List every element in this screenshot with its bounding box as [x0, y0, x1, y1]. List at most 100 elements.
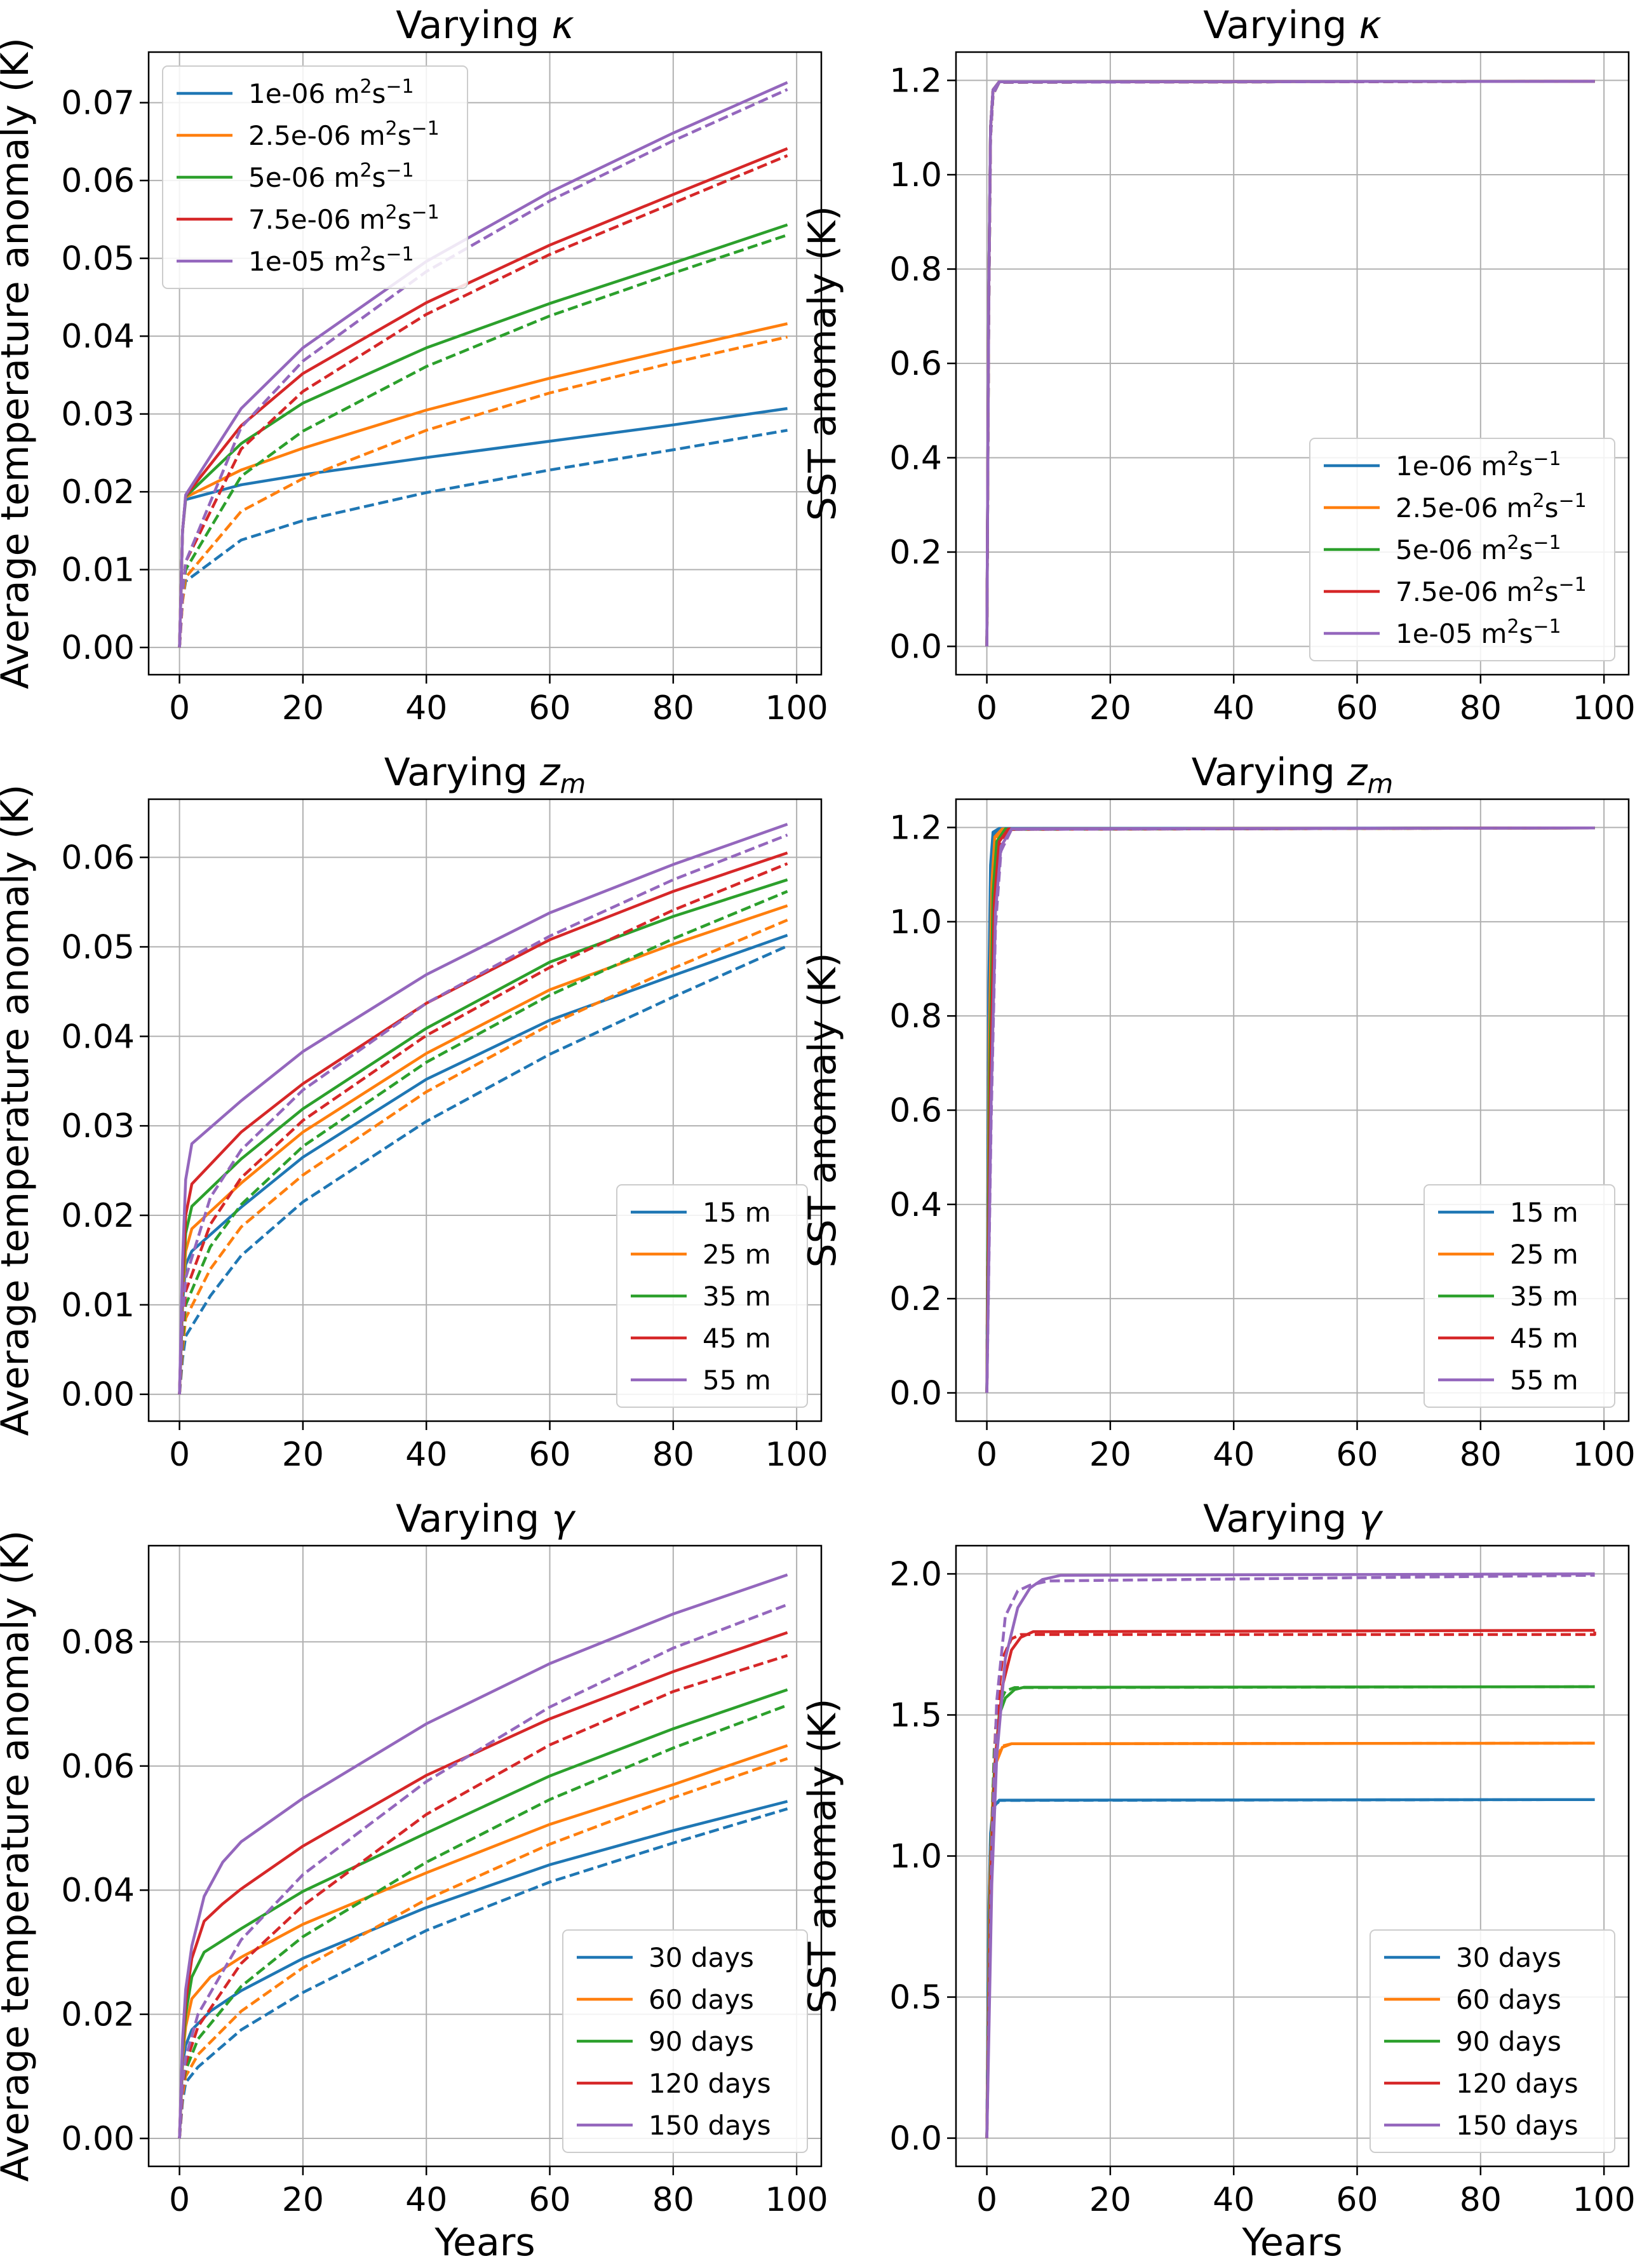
legend-label: 30 days [1456, 1942, 1561, 1973]
y-tick-label: 2.0 [889, 1555, 942, 1593]
x-tick-label: 20 [282, 2181, 324, 2219]
legend-label: 30 days [649, 1942, 754, 1973]
x-tick-label: 80 [652, 689, 694, 727]
chart-panel-2: 0 20 40 60 80 100 0.0 0.2 0.4 0.6 0.8 1.0 1.2 Varying… [800, 3, 1636, 727]
plot-area-frame [147, 51, 823, 676]
series-line-solid [178, 1800, 788, 2139]
legend-label: 120 days [649, 2068, 771, 2099]
x-tick-label: 100 [765, 689, 828, 727]
x-tick-label: 20 [1089, 2181, 1131, 2219]
y-tick-label: 0.2 [889, 1280, 942, 1318]
series-lines [985, 79, 1595, 647]
x-tick-label: 40 [1213, 2181, 1255, 2219]
x-tick-label: 60 [1336, 2181, 1378, 2219]
x-tick-label: 20 [282, 1436, 324, 1474]
chart-title: Varying κ [1203, 3, 1382, 48]
y-tick-label: 1.0 [889, 1838, 942, 1876]
chart-panel-5: 0 20 40 60 80 100 0.00 0.02 0.04 0.06 0.08 Varying … [0, 1497, 828, 2265]
series-line-solid [985, 1572, 1595, 2138]
x-tick-label: 40 [1213, 689, 1255, 727]
y-tick-label: 0.4 [889, 439, 942, 477]
y-axis-label: SST anomaly (K) [800, 1698, 845, 2013]
y-tick-label: 0.4 [889, 1186, 942, 1224]
x-tick-label: 60 [1336, 1436, 1378, 1474]
chart-panel-3: 0 20 40 60 80 100 0.00 0.01 0.02 0.03 0.04 0.05 0.06… [0, 750, 828, 1474]
y-tick-label: 0.08 [61, 1623, 135, 1661]
chart-panel-1: 0 20 40 60 80 100 0.00 0.01 0.02 0.03 0.04 0.05 0.06… [0, 3, 828, 727]
series-lines [985, 1572, 1596, 2138]
y-tick-label: 0.8 [889, 997, 942, 1036]
legend-label: 150 days [1456, 2110, 1578, 2141]
plot-area-frame [955, 51, 1630, 676]
series-line-solid [985, 826, 1595, 1393]
x-tick-label: 0 [169, 2181, 190, 2219]
x-tick-label: 80 [1460, 689, 1502, 727]
y-tick-label: 0.06 [61, 1748, 135, 1786]
x-tick-label: 100 [765, 2181, 828, 2219]
plot-area-frame [955, 1544, 1630, 2168]
y-tick-label: 1.2 [889, 809, 942, 847]
series-line-solid [178, 823, 788, 1394]
legend-label: 15 m [1510, 1197, 1578, 1228]
y-tick-label: 0.01 [61, 1286, 135, 1325]
y-tick-label: 1.0 [889, 156, 942, 194]
x-tick-label: 40 [405, 2181, 447, 2219]
x-tick-label: 0 [976, 2181, 997, 2219]
y-tick-label: 0.04 [61, 1018, 135, 1056]
legend-box [1424, 1184, 1615, 1408]
chart-panel-4: 0 20 40 60 80 100 0.0 0.2 0.4 0.6 0.8 1.0 1.2 Varying… [800, 750, 1636, 1474]
series-lines [178, 81, 788, 648]
legend-box [1309, 438, 1615, 661]
legend-box [1370, 1929, 1615, 2153]
x-tick-label: 0 [976, 1436, 997, 1474]
legend-label: 90 days [1456, 2026, 1561, 2057]
x-tick-label: 100 [765, 1436, 828, 1474]
legend-box [616, 1184, 808, 1408]
chart-title: Varying γ [1203, 1497, 1383, 1541]
y-tick-label: 0.07 [61, 84, 135, 123]
legend-label: 7.5e-06 m2s−1 [248, 201, 440, 235]
x-tick-label: 80 [652, 1436, 694, 1474]
x-tick-label: 100 [1573, 1436, 1636, 1474]
legend: 15 m 25 m 35 m 45 m 55 m [616, 1184, 808, 1408]
y-axis-label: Average temperature anomaly (K) [0, 37, 37, 689]
legend: 30 days 60 days 90 days 120 days 150 days [1370, 1929, 1615, 2153]
x-tick-label: 80 [1460, 2181, 1502, 2219]
y-tick-label: 0.00 [61, 1376, 135, 1414]
y-tick-label: 0.2 [889, 534, 942, 572]
x-tick-label: 80 [1460, 1436, 1502, 1474]
legend: 1e-06 m2s−12.5e-06 m2s−15e-06 m2s−17.5e-… [162, 65, 468, 289]
legend-label: 150 days [649, 2110, 771, 2141]
legend-label: 45 m [703, 1323, 771, 1354]
legend-label: 120 days [1456, 2068, 1578, 2099]
y-tick-label: 0.03 [61, 396, 135, 434]
x-tick-label: 60 [528, 1436, 570, 1474]
legend-label: 55 m [1510, 1365, 1578, 1396]
legend-label: 5e-06 m2s−1 [1396, 532, 1561, 565]
series-line-solid [178, 1573, 788, 2139]
y-tick-label: 0.6 [889, 345, 942, 383]
y-tick-label: 0.06 [61, 839, 135, 877]
legend-label: 45 m [1510, 1323, 1578, 1354]
series-line-dashed [178, 335, 788, 648]
x-axis-label: Years [434, 2220, 535, 2265]
x-tick-label: 20 [1089, 689, 1131, 727]
legend: 1e-06 m2s−12.5e-06 m2s−15e-06 m2s−17.5e-… [1309, 438, 1615, 661]
x-tick-label: 40 [405, 1436, 447, 1474]
legend-label: 7.5e-06 m2s−1 [1396, 574, 1587, 607]
series-lines [178, 1573, 788, 2139]
y-tick-label: 0.5 [889, 1979, 942, 2017]
x-tick-label: 100 [1573, 2181, 1636, 2219]
legend-label: 25 m [703, 1239, 771, 1270]
plot-area-frame [955, 798, 1630, 1422]
x-axis-label: Years [1241, 2220, 1342, 2265]
y-tick-label: 0.6 [889, 1092, 942, 1130]
x-tick-label: 60 [528, 689, 570, 727]
y-tick-label: 0.0 [889, 628, 942, 666]
x-tick-label: 20 [1089, 1436, 1131, 1474]
legend-label: 60 days [649, 1984, 754, 2015]
chart-title: Varying γ [396, 1497, 576, 1541]
legend-label: 15 m [703, 1197, 771, 1228]
chart-panel-6: 0 20 40 60 80 100 0.0 0.5 1.0 1.5 2.0 Varying γ SST … [800, 1497, 1636, 2265]
